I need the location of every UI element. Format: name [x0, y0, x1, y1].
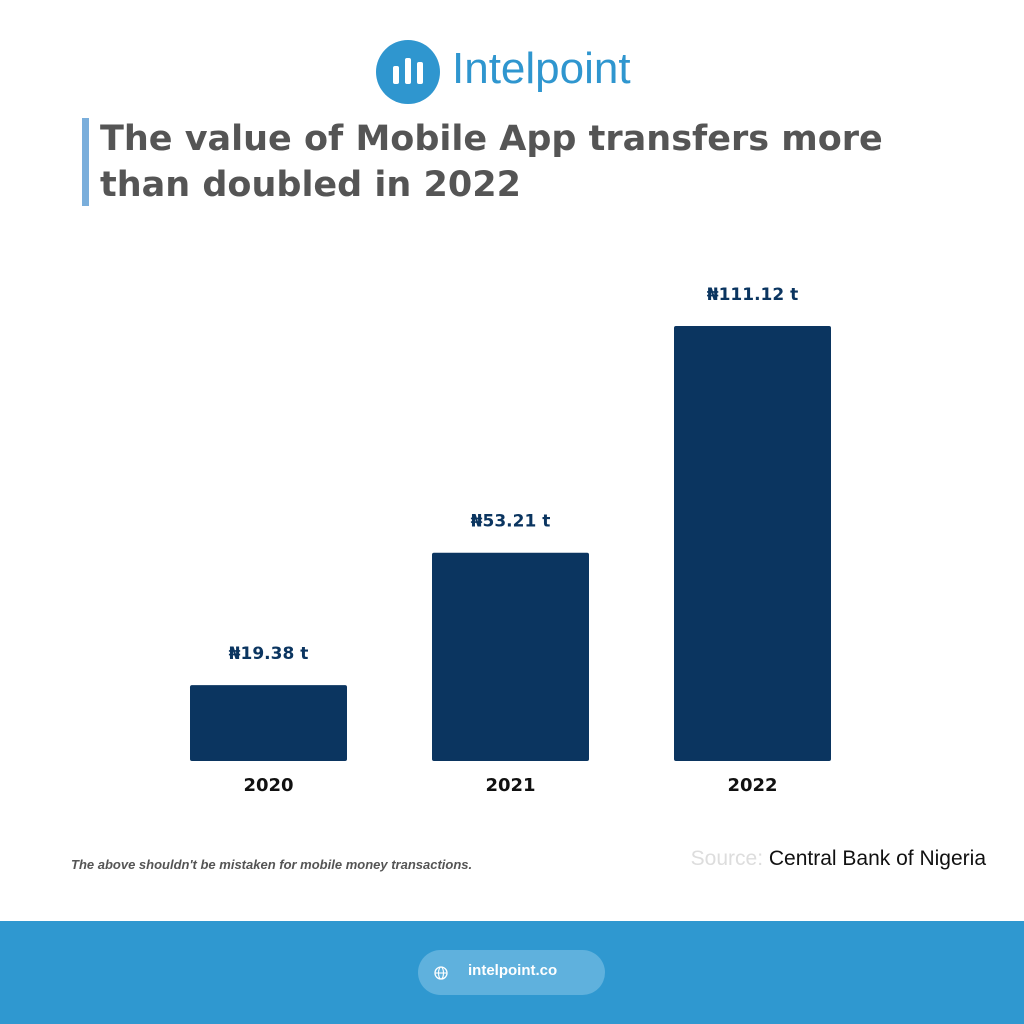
bar: [432, 552, 589, 761]
footer-url[interactable]: intelpoint.co: [468, 962, 558, 979]
logo-bar: [393, 66, 399, 84]
x-tick-label: 2022: [727, 775, 777, 796]
note: The above shouldn't be mistaken for mobi…: [71, 857, 473, 872]
x-tick-label: 2021: [485, 775, 535, 796]
source-label: Source:: [690, 847, 764, 870]
brand: Intelpoint: [452, 44, 631, 93]
value-label: ₦111.12 t: [707, 285, 798, 305]
chart-title: The value of Mobile App transfers more t…: [100, 119, 883, 205]
bar: [674, 326, 831, 761]
title-accent: [82, 118, 89, 206]
logo-bar: [417, 62, 423, 84]
globe-icon: [434, 966, 448, 980]
source-text: Central Bank of Nigeria: [768, 847, 986, 870]
value-label: ₦53.21 t: [471, 512, 551, 532]
value-label: ₦19.38 t: [229, 644, 309, 664]
logo-bar: [405, 58, 411, 84]
source: Source: Central Bank of Nigeria: [691, 847, 986, 871]
bar: [190, 685, 347, 761]
x-tick-label: 2020: [243, 775, 293, 796]
link-pill[interactable]: [418, 950, 605, 995]
